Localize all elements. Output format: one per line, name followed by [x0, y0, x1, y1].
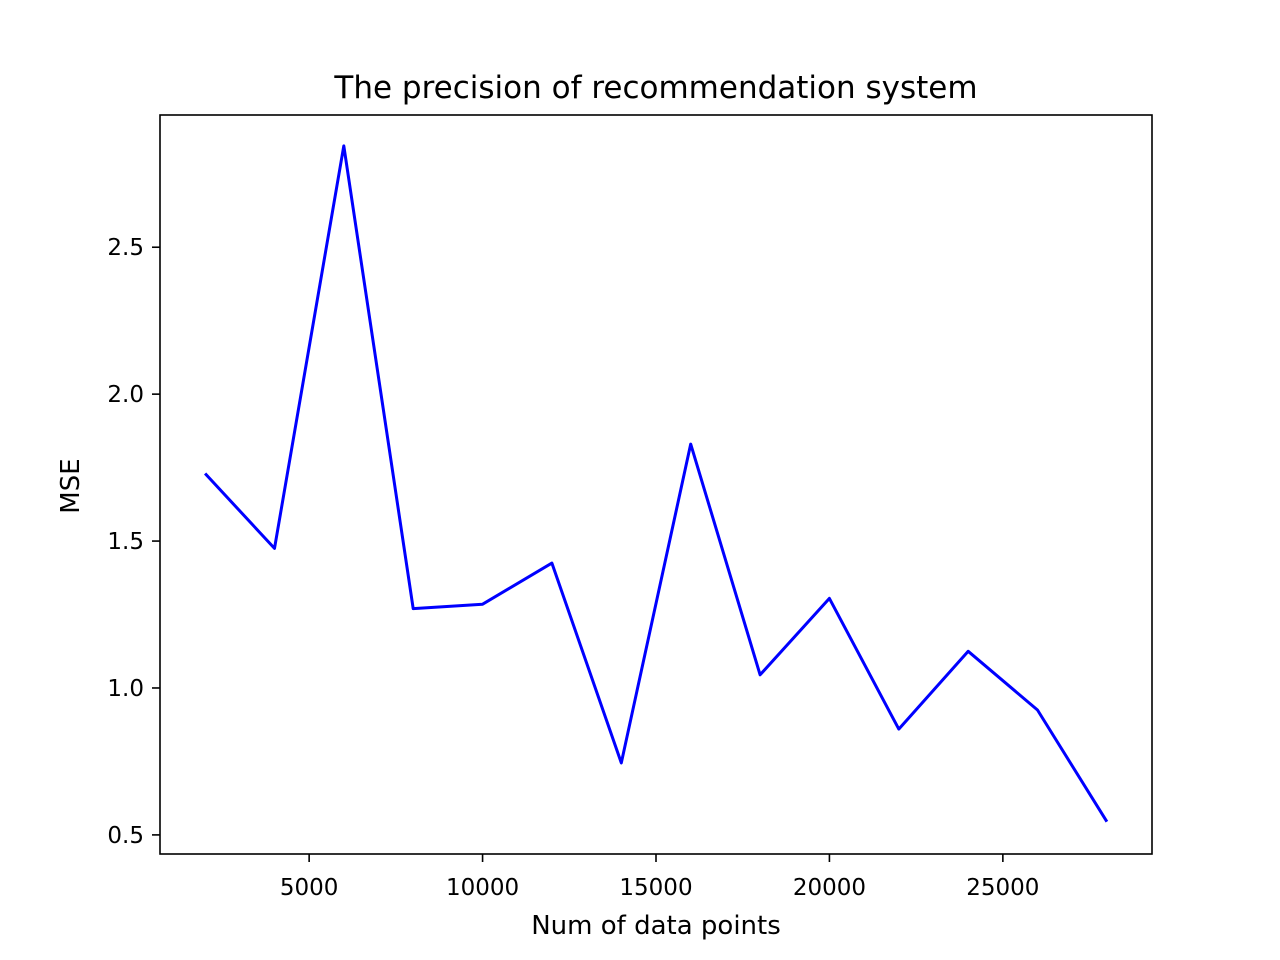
- x-axis-label: Num of data points: [531, 911, 781, 941]
- y-tick-label: 2.0: [107, 382, 144, 408]
- x-tick-label: 5000: [280, 875, 339, 901]
- plot-frame: [159, 114, 1153, 855]
- x-tick-label: 15000: [619, 875, 692, 901]
- y-axis-label: MSE: [56, 458, 86, 513]
- y-tick-label: 1.5: [107, 529, 144, 555]
- x-tick-label: 20000: [793, 875, 866, 901]
- y-tick-label: 1.0: [107, 676, 144, 702]
- x-tick-label: 25000: [966, 875, 1039, 901]
- y-axis-ticks: 0.5 1.0 1.5 2.0 2.5: [107, 235, 160, 849]
- x-tick-label: 10000: [446, 875, 519, 901]
- y-tick-label: 2.5: [107, 235, 144, 261]
- y-tick-label: 0.5: [107, 823, 144, 849]
- chart-title: The precision of recommendation system: [333, 70, 977, 106]
- series-line: [203, 144, 1109, 823]
- x-axis-ticks: 5000 10000 15000 20000 25000: [280, 854, 1039, 901]
